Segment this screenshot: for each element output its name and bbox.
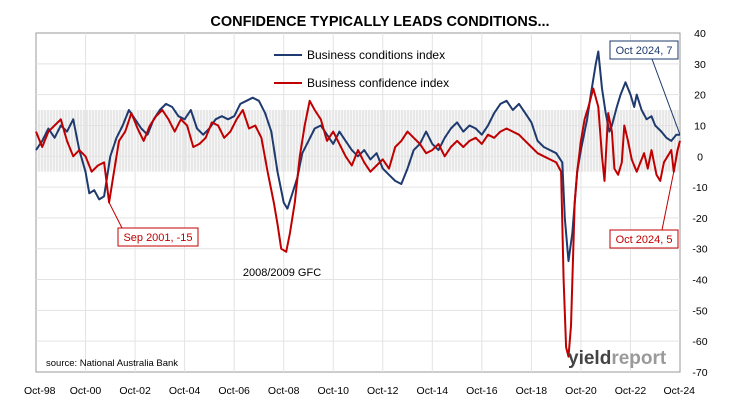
x-tick-label: Oct-04 [169, 385, 201, 397]
y-tick-label: 20 [694, 90, 706, 102]
x-tick-label: Oct-02 [119, 385, 151, 397]
x-tick-label: Oct-16 [466, 385, 498, 397]
y-tick-label: -30 [692, 244, 707, 256]
x-tick-label: Oct-06 [218, 385, 250, 397]
brand-logo: yieldreport [568, 348, 667, 369]
y-tick-label: -10 [692, 182, 707, 194]
annotation-callout: Oct 2024, 5 [609, 140, 681, 249]
series-line-business-confidence [35, 87, 681, 358]
annotation-box [609, 229, 679, 249]
annotation-leader-line [661, 140, 681, 231]
y-tick-label: -20 [692, 213, 707, 225]
series-line-business-conditions [35, 50, 680, 263]
annotation-box [609, 40, 679, 60]
x-tick-label: Oct-22 [615, 385, 647, 397]
x-axis: Oct-98 Oct-00 Oct-02 Oct-04 Oct-06 Oct-08 Oct-… [24, 385, 695, 397]
y-tick-label: -60 [692, 336, 707, 348]
x-tick-label: Oct-10 [317, 385, 349, 397]
annotation-label: Sep 2001, -15 [123, 232, 192, 244]
x-tick-label: Oct-12 [367, 385, 399, 397]
x-tick-label: Oct-00 [70, 385, 102, 397]
annotation-leader-line [651, 58, 681, 135]
annotations: Sep 2001, -15 Oct 2024, 7 Oct 2024, 5 2008/… [108, 40, 681, 279]
annotation-callout: Oct 2024, 7 [609, 40, 681, 135]
y-tick-label: 10 [694, 120, 706, 132]
neutral-band [37, 110, 679, 172]
annotation-leader-line [108, 202, 123, 229]
x-tick-label: Oct-20 [565, 385, 597, 397]
annotation-label-gfc: 2008/2009 GFC [243, 267, 321, 279]
x-tick-label: Oct-08 [268, 385, 300, 397]
y-tick-label: 40 [694, 28, 706, 40]
x-tick-label: Oct-98 [24, 385, 56, 397]
legend-label: Business confidence index [307, 76, 449, 90]
annotation-label: Oct 2024, 5 [616, 234, 673, 246]
x-tick-label: Oct-24 [663, 385, 695, 397]
annotation-callout: Sep 2001, -15 [108, 202, 199, 247]
brand-logo-part-report: report [611, 348, 667, 369]
annotation-box [117, 227, 199, 247]
y-tick-label: -70 [692, 367, 707, 379]
series-group [35, 50, 681, 358]
legend-label: Business conditions index [307, 48, 445, 62]
annotation-label: Oct 2024, 7 [616, 45, 673, 57]
y-tick-label: -50 [692, 305, 707, 317]
y-tick-label: 30 [694, 59, 706, 71]
legend: Business conditions index Business confid… [274, 48, 449, 90]
y-tick-label: -40 [692, 275, 707, 287]
x-tick-label: Oct-14 [417, 385, 449, 397]
source-note: source: National Australia Bank [46, 358, 178, 369]
y-axis: 40 30 20 10 0 -10 -20 -30 -40 -50 -60 -70 [692, 28, 707, 379]
brand-logo-part-yield: yield [568, 348, 611, 369]
x-tick-label: Oct-18 [516, 385, 548, 397]
y-tick-label: 0 [697, 151, 703, 163]
plot-area [35, 32, 681, 373]
chart-title: CONFIDENCE TYPICALLY LEADS CONDITIONS... [210, 14, 549, 30]
